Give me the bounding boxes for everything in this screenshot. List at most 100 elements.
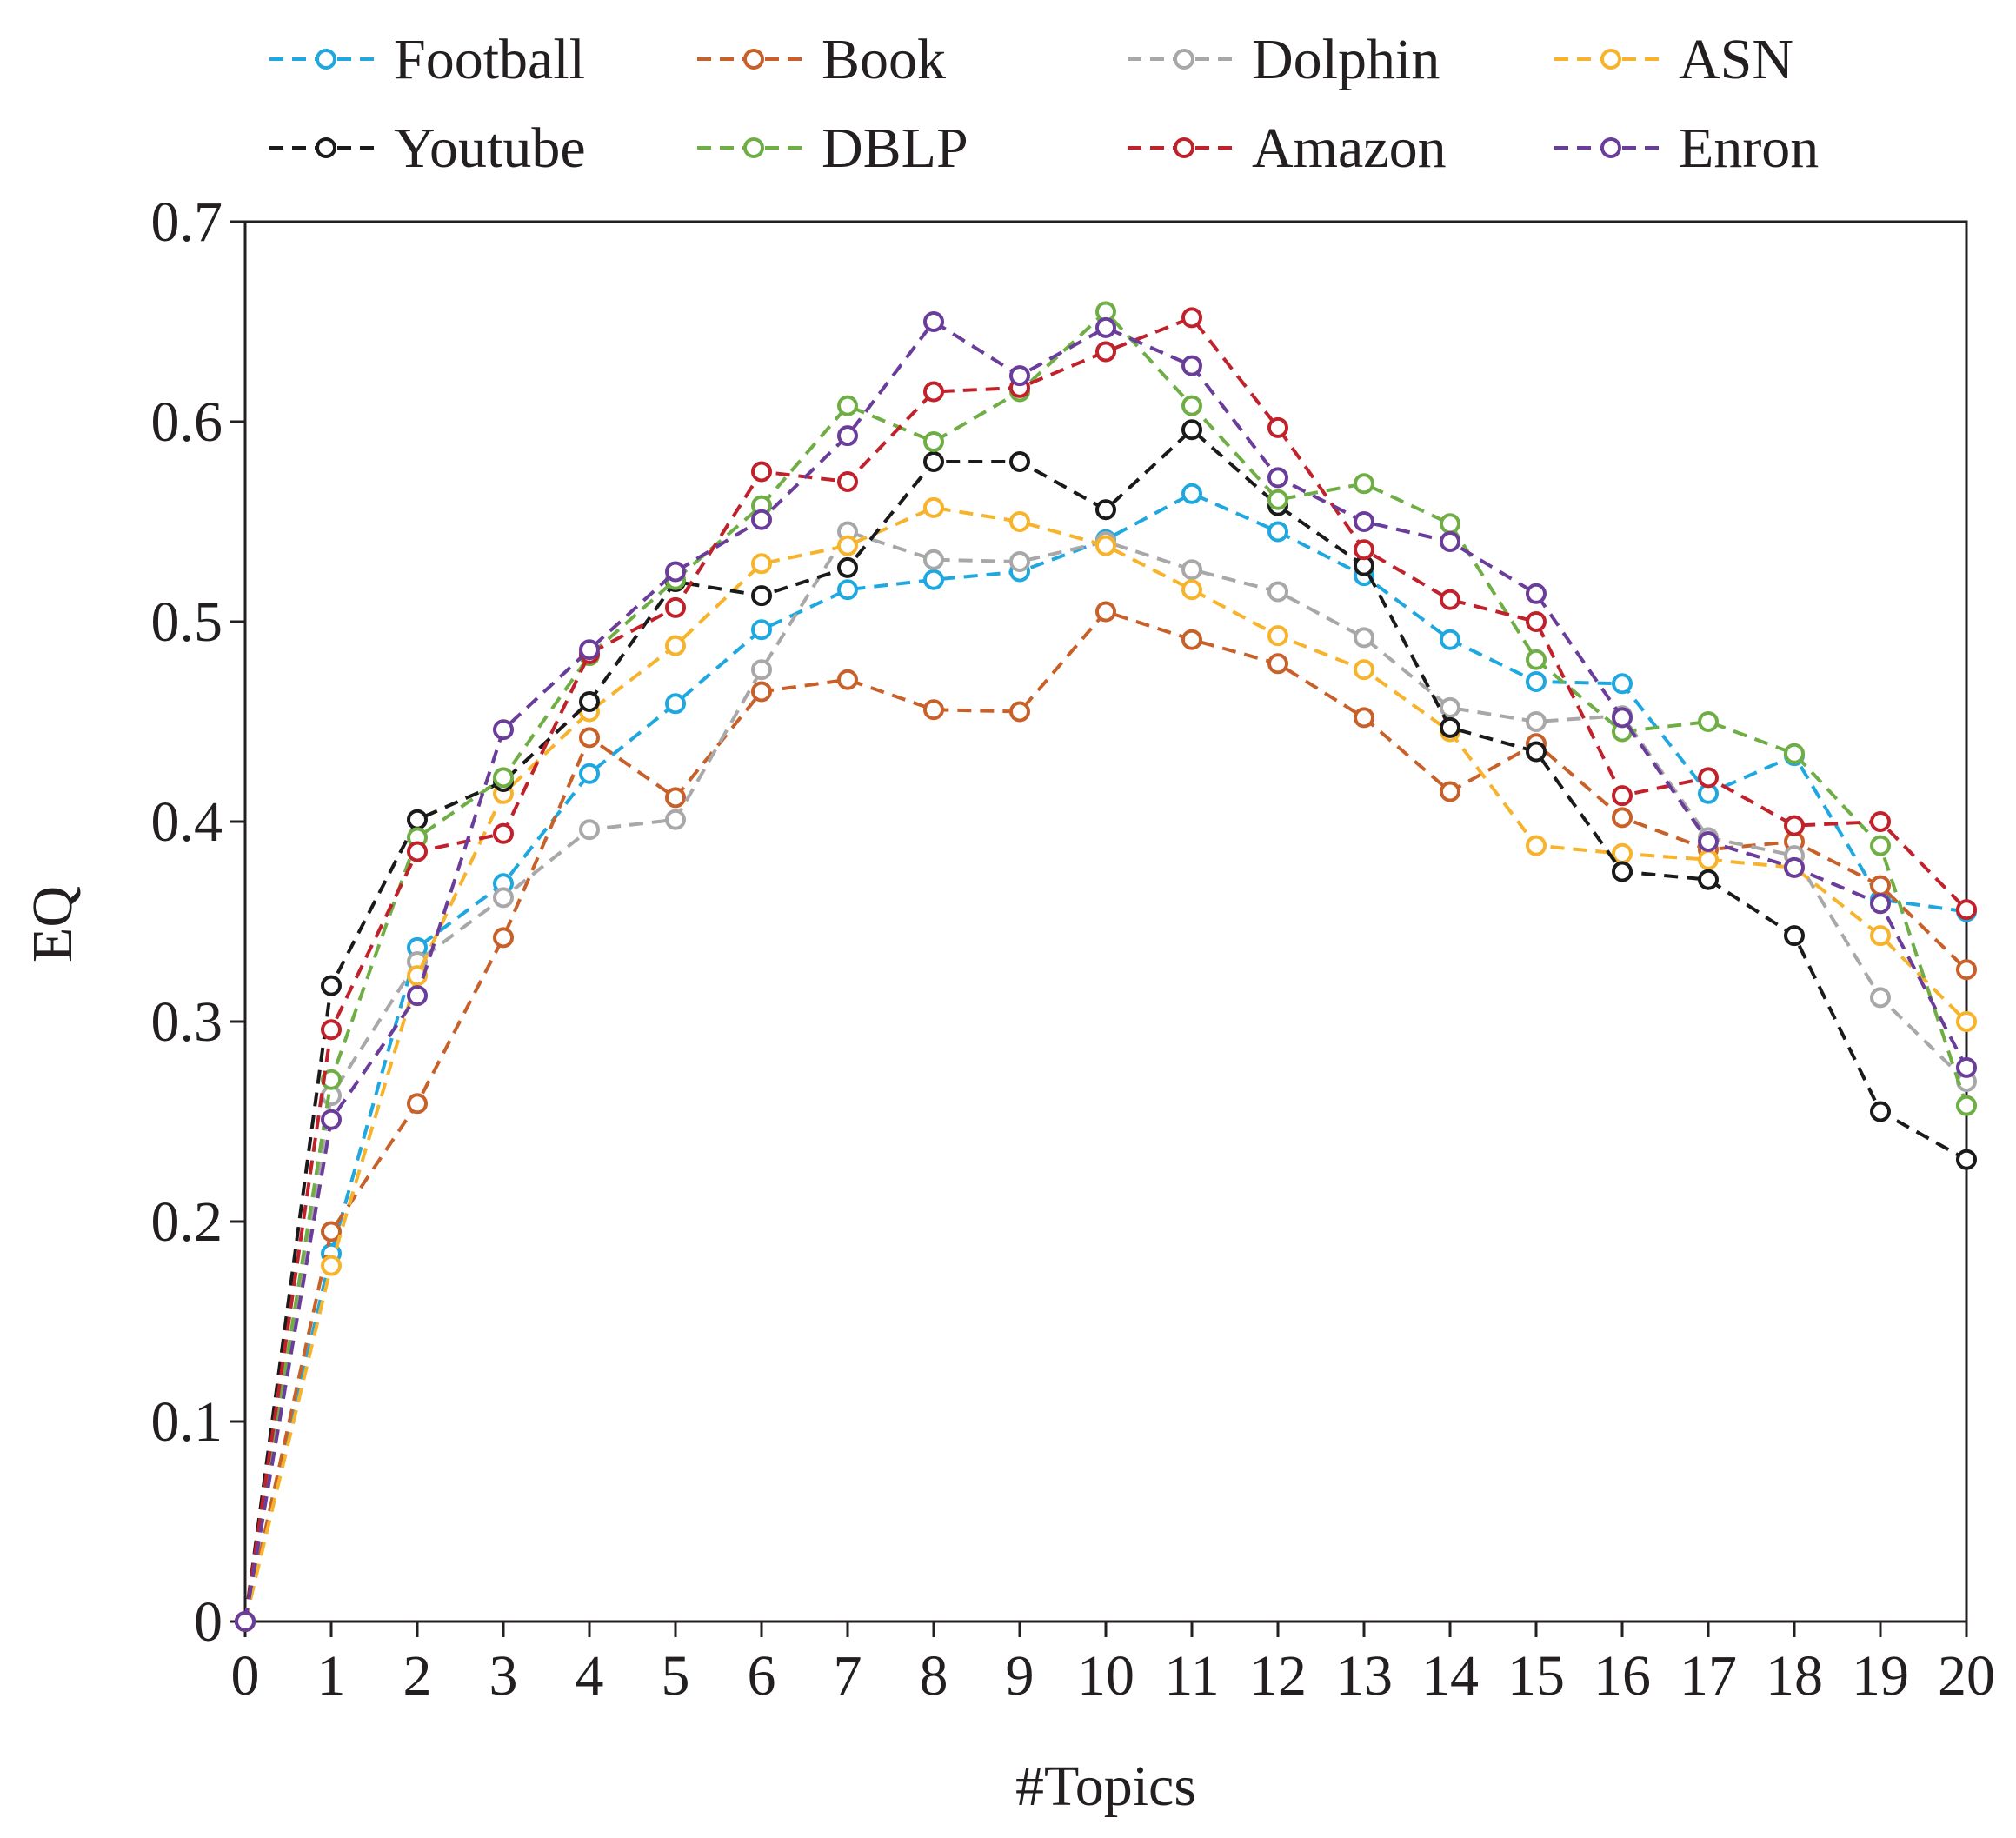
x-tick-label: 18 [1766,1644,1823,1708]
data-point [321,1255,342,1276]
data-point [1526,583,1547,604]
data-point [407,809,428,830]
data-point [1698,767,1719,789]
legend-marker [1174,49,1194,70]
legend-marker [1600,49,1621,70]
data-point [1095,499,1116,521]
data-point [1956,899,1977,921]
data-point [837,556,858,578]
data-point [1440,781,1460,802]
data-point [1267,653,1288,675]
legend-marker [316,137,336,158]
x-tick-label: 9 [1006,1644,1035,1708]
data-point [1095,535,1116,556]
data-point [1009,365,1030,387]
data-point [1181,483,1202,504]
x-tick-label: 6 [748,1644,776,1708]
data-point [1009,551,1030,572]
legend-marker [316,49,336,70]
data-point [1784,743,1805,764]
legend-entry-dolphin: Dolphin [1128,28,1440,91]
data-point [1267,521,1288,543]
series-line-football [243,491,1967,1622]
data-point [751,553,772,575]
y-tick-label: 0.3 [151,990,223,1054]
legend: Football Book Dolphin ASN Youtube DBLP Amazon E… [269,28,1819,180]
data-point [837,425,858,447]
x-tick-label: 17 [1680,1644,1737,1708]
data-point [751,659,772,681]
data-point [1267,416,1288,438]
data-point [1009,701,1030,723]
data-point [923,699,944,721]
x-tick-label: 4 [576,1644,604,1708]
data-point [321,1221,342,1242]
legend-entry-amazon: Amazon [1128,117,1447,180]
series-dolphin [235,521,1977,1632]
data-point [837,579,858,601]
x-tick-label: 11 [1164,1644,1220,1708]
data-point [1009,511,1030,532]
data-point [1698,711,1719,732]
y-tick-label: 0.5 [151,590,223,654]
legend-marker [743,137,764,158]
data-point [923,431,944,452]
x-tick-label: 7 [834,1644,862,1708]
data-point [1095,601,1116,623]
data-point [1956,1149,1977,1170]
data-point [751,461,772,483]
data-point [1181,307,1202,329]
data-point [579,819,600,841]
x-tick-label: 10 [1077,1644,1134,1708]
data-point [321,975,342,996]
data-point [1612,673,1633,695]
x-tick-label: 1 [317,1644,346,1708]
legend-label: Amazon [1252,117,1447,180]
legend-entry-football: Football [269,28,585,91]
y-tick-label: 0.4 [151,790,223,854]
y-tick-label: 0.6 [151,390,223,454]
data-point [579,763,600,784]
data-point [1870,835,1891,856]
data-point [407,1093,428,1115]
y-tick-label: 0.7 [151,190,223,254]
data-point [1354,707,1374,729]
data-point [665,561,686,583]
data-point [1181,629,1202,650]
data-point [1956,1095,1977,1116]
data-point [579,639,600,661]
legend-entry-youtube: Youtube [269,117,586,180]
data-point [1612,807,1633,829]
data-point [1698,869,1719,890]
series-book [235,601,1977,1632]
x-tick-label: 19 [1852,1644,1909,1708]
x-tick-label: 8 [920,1644,948,1708]
legend-entry-dblp: DBLP [697,117,968,180]
data-point [235,1611,256,1632]
data-point [1870,875,1891,896]
legend-entry-book: Book [697,28,946,91]
data-point [1440,513,1460,535]
data-point [1870,1101,1891,1122]
data-point [1440,629,1460,650]
x-tick-label: 0 [231,1644,260,1708]
data-point [579,727,600,749]
series-football [235,483,1977,1632]
data-point [407,841,428,862]
data-point [407,965,428,987]
series-enron [235,311,1977,1632]
data-point [665,596,686,618]
data-point [1354,659,1374,681]
data-point [1526,649,1547,670]
data-point [1440,589,1460,610]
axes: 00.10.20.30.40.50.60.70 1 2 3 4 5 6 7 8 9 10 11 12 13… [151,190,1996,1708]
plot-frame [243,220,1968,1623]
data-point [407,985,428,1007]
data-point [1698,849,1719,870]
data-point [1440,716,1460,738]
data-point [1956,1011,1977,1032]
data-point [1698,831,1719,852]
data-point [1784,925,1805,947]
data-point [1181,419,1202,441]
